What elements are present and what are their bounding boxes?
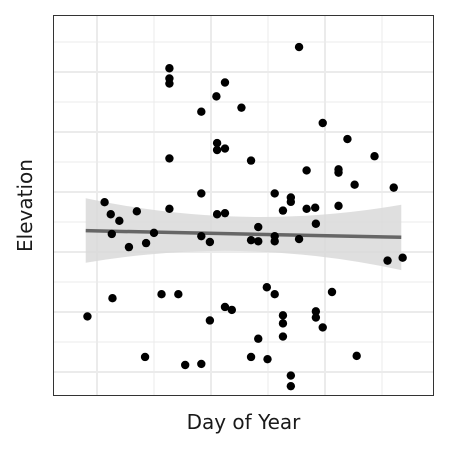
x-axis-title: Day of Year [187,410,302,434]
data-point [334,201,343,211]
data-point [302,204,311,213]
data-point [141,238,151,248]
data-point [286,381,296,391]
data-point [197,189,206,198]
data-point [278,319,288,328]
data-point [343,134,352,144]
data-point [149,228,159,238]
data-point [165,79,174,88]
data-point [286,371,296,380]
data-point [106,210,115,219]
data-point [302,166,311,175]
data-point [115,216,124,226]
data-point [165,204,174,213]
plot-border [53,15,434,396]
data-point [278,206,288,215]
data-point [220,302,230,312]
data-point [180,360,190,370]
data-point [254,222,263,232]
data-point [246,235,256,245]
data-point [107,229,116,239]
data-point [262,283,272,292]
data-point [370,152,379,161]
data-point [246,352,256,362]
data-point [389,183,398,192]
data-point [254,334,263,343]
data-point [278,332,288,341]
data-point [246,156,256,165]
data-point [350,180,359,189]
data-point [197,107,206,116]
data-points [83,42,407,391]
data-point [197,231,206,241]
data-point [311,307,321,316]
data-point [270,289,279,299]
data-point [174,289,183,299]
data-point [294,42,304,52]
data-point [398,253,407,262]
data-point [83,312,92,321]
data-point [124,242,134,252]
data-point [318,323,327,332]
data-point [294,234,304,244]
data-point [270,189,279,198]
data-point [327,287,337,297]
data-point [227,305,237,315]
data-point [197,359,206,369]
data-point [278,311,288,320]
data-point [352,351,361,361]
y-axis-title: Elevation [13,159,37,252]
data-point [100,198,109,207]
data-point [165,154,174,163]
data-point [205,316,215,325]
data-point [310,203,320,212]
data-point [270,237,279,246]
data-point [212,138,222,148]
data-point [383,256,392,265]
data-point [157,289,166,299]
data-point [237,103,246,112]
data-point [263,354,272,364]
data-point [212,210,222,219]
data-point [212,92,221,101]
data-point [311,313,321,322]
data-point [212,145,222,155]
data-point [220,144,230,153]
data-point [334,168,343,177]
data-point [220,78,230,87]
data-point [220,208,230,218]
data-point [318,118,327,128]
data-point [140,352,150,362]
data-point [254,237,263,246]
data-point [132,207,142,216]
data-point [165,64,174,73]
data-point [205,237,215,247]
data-point [108,294,117,303]
data-point [311,219,321,228]
data-point [286,197,296,207]
trend-line [85,228,402,240]
